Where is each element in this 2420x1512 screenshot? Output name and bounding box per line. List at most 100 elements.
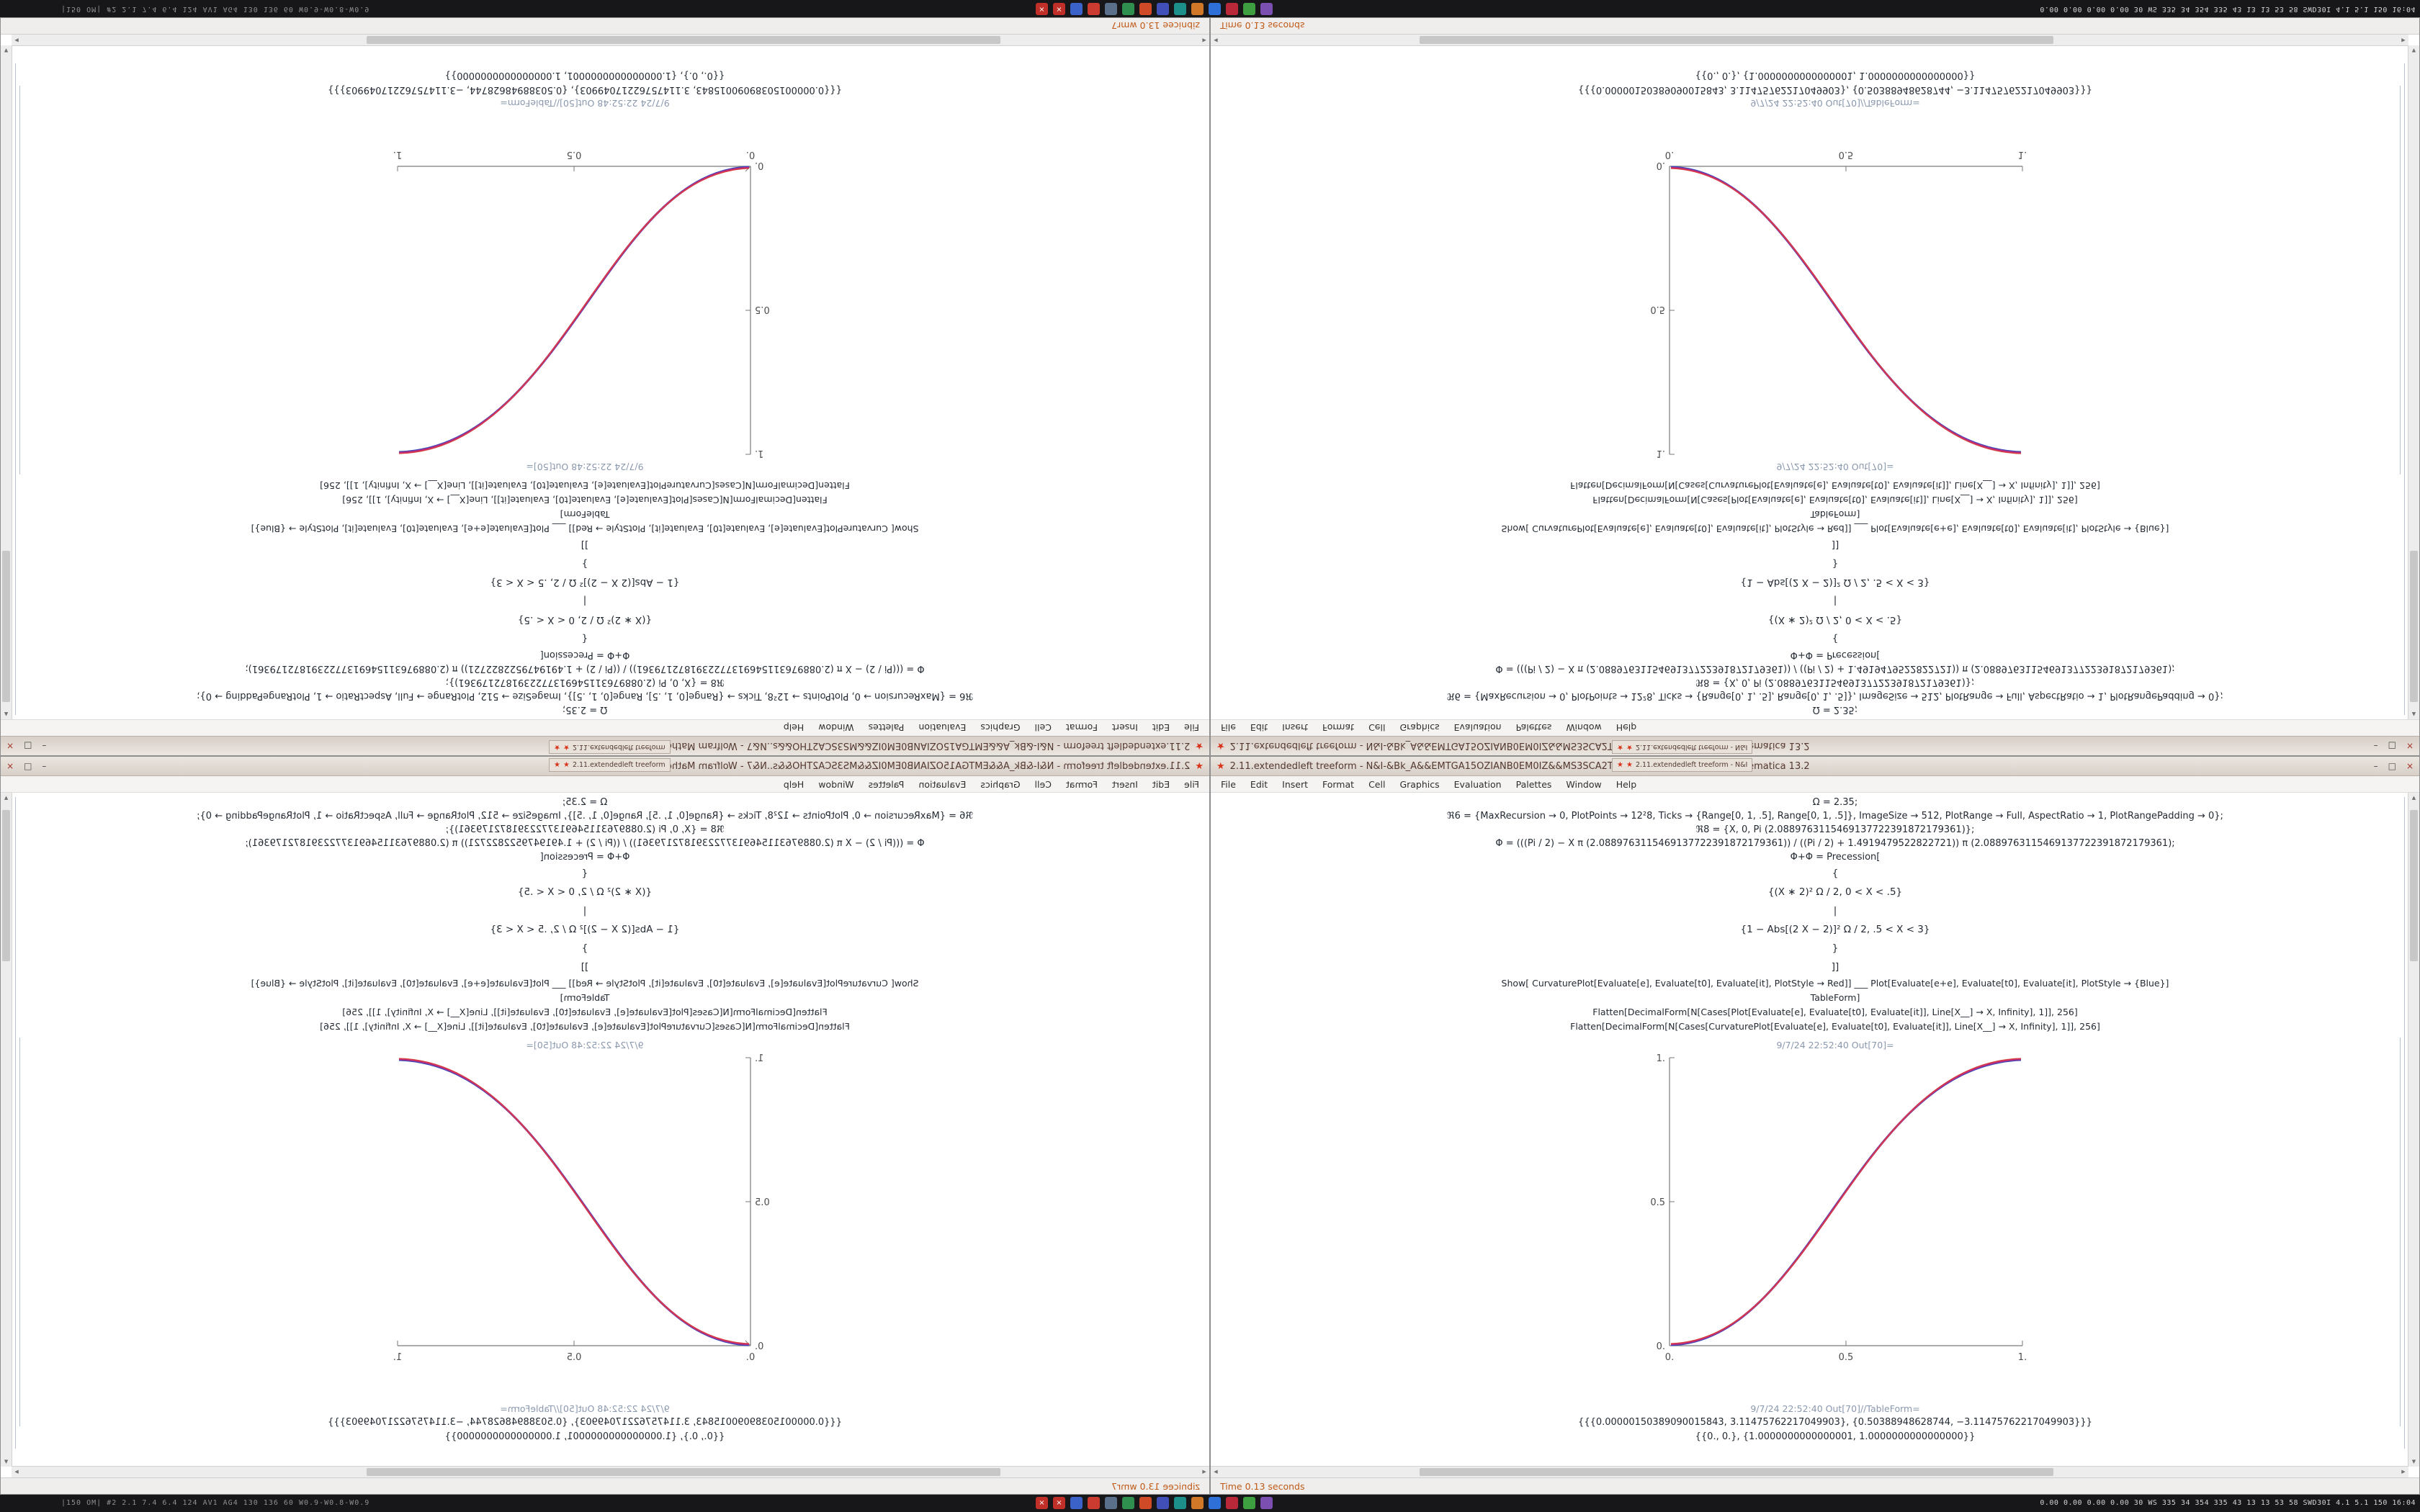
titlebar[interactable]: ★ 2.11.extendedleft treeform - N&I-&Bk_A… [1211, 736, 2419, 755]
code-line[interactable]: | [23, 592, 1147, 611]
code-line[interactable]: Ω = 2.35; [23, 703, 1147, 716]
code-line[interactable]: Φ = (((Pi / 2) − X π (2.0889763115469137… [1273, 837, 2397, 850]
code-line[interactable]: | [1273, 901, 2397, 920]
notebook-content[interactable]: Ω = 2.35;ℜ6 = {MaxRecursion → 0, PlotPoi… [1211, 793, 2419, 1477]
cell-bracket[interactable] [2404, 63, 2405, 715]
minimize-button-icon[interactable]: – [42, 741, 46, 751]
app-icon-red[interactable] [1088, 3, 1100, 15]
menu-item[interactable]: Insert [1112, 779, 1138, 790]
cell-bracket[interactable] [15, 63, 16, 715]
code-line[interactable]: Show[ CurvaturePlot[Evaluate[e], Evaluat… [1273, 976, 2397, 991]
code-line[interactable]: Flatten[DecimalForm[N[Cases[CurvaturePlo… [23, 1020, 1147, 1034]
vertical-scrollbar[interactable]: ▲ ▼ [2408, 793, 2419, 1467]
menu-item[interactable]: Window [1566, 779, 1601, 790]
code-line[interactable]: Flatten[DecimalForm[N[Cases[Plot[Evaluat… [23, 492, 1147, 507]
app-icon-green[interactable] [1122, 3, 1134, 15]
menu-item[interactable]: Edit [1250, 723, 1268, 734]
code-line[interactable]: Φ+Φ = Precession[ [23, 850, 1147, 864]
code-line[interactable]: ]] [23, 958, 1147, 976]
menu-item[interactable]: File [1184, 723, 1199, 734]
close-button-icon[interactable]: × [6, 741, 14, 751]
cell-bracket[interactable] [15, 797, 16, 1449]
code-line[interactable]: {1 − Abs[(2 X − 2)]² Ω / 2, .5 < X < 3} [1273, 573, 2397, 592]
scroll-down-icon[interactable]: ▼ [1, 45, 12, 55]
menu-item[interactable]: Help [1616, 779, 1637, 790]
app-icon-azure[interactable] [1209, 1497, 1221, 1509]
menu-item[interactable]: Graphics [1399, 779, 1439, 790]
code-line[interactable]: Show[ CurvaturePlot[Evaluate[e], Evaluat… [1273, 521, 2397, 536]
maximize-button-icon[interactable]: □ [24, 761, 32, 771]
menu-item[interactable]: Edit [1152, 779, 1170, 790]
code-line[interactable]: ]] [23, 536, 1147, 554]
maximize-button-icon[interactable]: □ [24, 741, 32, 751]
cell-bracket[interactable] [2404, 797, 2405, 1449]
cell-bracket[interactable] [19, 86, 20, 474]
minimize-button-icon[interactable]: – [2374, 761, 2378, 771]
menu-item[interactable]: File [1221, 779, 1236, 790]
scroll-left-icon[interactable]: ◀ [1199, 1467, 1209, 1477]
code-line[interactable]: { [23, 629, 1147, 648]
menu-item[interactable]: Palettes [869, 723, 905, 734]
scroll-right-icon[interactable]: ▶ [2398, 1467, 2408, 1477]
code-line[interactable]: ]] [1273, 958, 2397, 976]
cell-bracket[interactable] [2400, 1038, 2401, 1426]
menu-item[interactable]: File [1184, 779, 1199, 790]
code-line[interactable]: {(X ∗ 2)² Ω / 2, 0 < X < .5} [1273, 883, 2397, 901]
palette-window[interactable]: ★ ★ 2.11.extendedleft treeform - N&I [1612, 758, 1752, 772]
code-line[interactable]: } [1273, 554, 2397, 573]
scroll-down-icon[interactable]: ▼ [1, 1457, 12, 1467]
app-icon-blue[interactable] [1070, 1497, 1083, 1509]
code-line[interactable]: ℜ8 = {X, 0, Pi (2.0889763115469137722391… [23, 675, 1147, 689]
scroll-up-icon[interactable]: ▲ [2408, 793, 2419, 803]
menu-item[interactable]: Graphics [1399, 723, 1439, 734]
code-line[interactable]: Ω = 2.35; [1273, 703, 2397, 716]
app-icon-vermilion[interactable] [1139, 3, 1152, 15]
close-badge-icon[interactable]: × [1036, 1497, 1048, 1509]
close-button-icon[interactable]: × [2406, 741, 2414, 751]
scrollbar-thumb[interactable] [367, 36, 1000, 44]
menu-item[interactable]: Format [1066, 779, 1098, 790]
scroll-left-icon[interactable]: ◀ [1199, 35, 1209, 45]
app-icon-orange[interactable] [1191, 1497, 1204, 1509]
app-icon-blue[interactable] [1070, 3, 1083, 15]
code-line[interactable]: {1 − Abs[(2 X − 2)]² Ω / 2, .5 < X < 3} [1273, 920, 2397, 939]
cell-bracket[interactable] [2400, 86, 2401, 474]
code-line[interactable]: {1 − Abs[(2 X − 2)]² Ω / 2, .5 < X < 3} [23, 920, 1147, 939]
code-line[interactable]: Show[ CurvaturePlot[Evaluate[e], Evaluat… [23, 521, 1147, 536]
horizontal-scrollbar[interactable]: ◀ ▶ [1211, 1466, 2408, 1477]
app-icon-azure[interactable] [1209, 3, 1221, 15]
app-icon-green2[interactable] [1243, 3, 1255, 15]
code-line[interactable]: TableForm] [23, 507, 1147, 521]
scroll-right-icon[interactable]: ▶ [2398, 35, 2408, 45]
menu-item[interactable]: Help [1616, 723, 1637, 734]
menu-item[interactable]: Format [1322, 779, 1354, 790]
menu-item[interactable]: Palettes [1516, 723, 1552, 734]
menu-item[interactable]: Evaluation [1454, 779, 1502, 790]
notebook-content[interactable]: Ω = 2.35;ℜ6 = {MaxRecursion → 0, PlotPoi… [1, 793, 1209, 1477]
menu-item[interactable]: Graphics [980, 779, 1020, 790]
minimize-button-icon[interactable]: – [42, 761, 46, 771]
scrollbar-thumb[interactable] [1420, 36, 2053, 44]
menu-item[interactable]: Cell [1035, 779, 1052, 790]
code-line[interactable]: Flatten[DecimalForm[N[Cases[CurvaturePlo… [23, 478, 1147, 492]
scrollbar-thumb[interactable] [2410, 810, 2418, 961]
menu-item[interactable]: File [1221, 723, 1236, 734]
scroll-left-icon[interactable]: ◀ [1211, 1467, 1221, 1477]
menu-item[interactable]: Format [1066, 723, 1098, 734]
app-icon-orange[interactable] [1191, 3, 1204, 15]
app-icon-red[interactable] [1088, 1497, 1100, 1509]
code-line[interactable]: Φ = (((Pi / 2) − X π (2.0889763115469137… [1273, 662, 2397, 675]
menu-item[interactable]: Graphics [980, 723, 1020, 734]
code-line[interactable]: ℜ8 = {X, 0, Pi (2.0889763115469137722391… [23, 823, 1147, 837]
scroll-up-icon[interactable]: ▲ [2408, 709, 2419, 719]
scrollbar-thumb[interactable] [2, 551, 10, 702]
code-line[interactable]: ℜ6 = {MaxRecursion → 0, PlotPoints → 12²… [23, 809, 1147, 823]
close-badge-icon[interactable]: × [1036, 3, 1048, 15]
scrollbar-thumb[interactable] [2410, 551, 2418, 702]
scroll-up-icon[interactable]: ▲ [1, 793, 12, 803]
scroll-down-icon[interactable]: ▼ [2408, 45, 2419, 55]
code-line[interactable]: Ω = 2.35; [23, 796, 1147, 809]
menu-item[interactable]: Edit [1152, 723, 1170, 734]
code-line[interactable]: Φ = (((Pi / 2) − X π (2.0889763115469137… [23, 662, 1147, 675]
code-line[interactable]: Flatten[DecimalForm[N[Cases[CurvaturePlo… [1273, 1020, 2397, 1034]
